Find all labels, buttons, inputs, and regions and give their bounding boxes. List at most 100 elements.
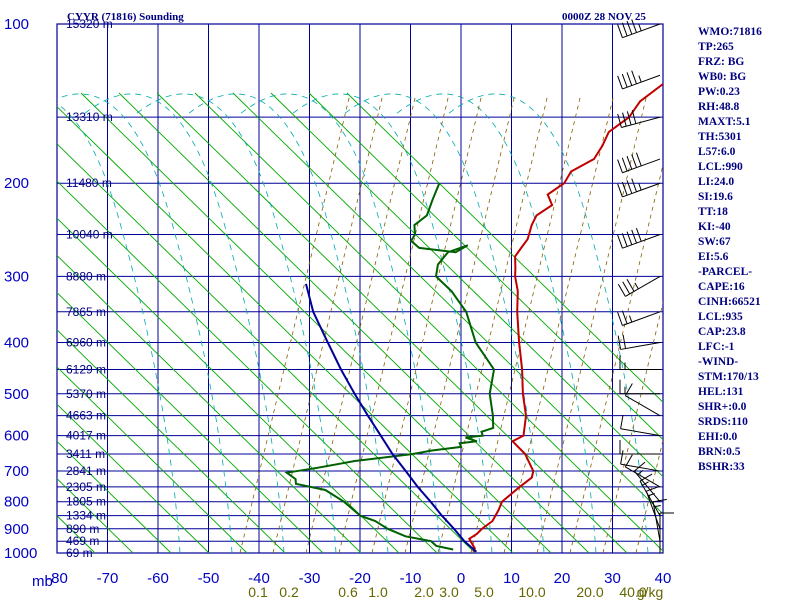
- station-index-line: SI:19.6: [698, 191, 733, 203]
- pressure-tick-label: 400: [4, 334, 29, 351]
- dry-adiabat-line: [57, 552, 58, 553]
- pressure-tick-label: 800: [4, 494, 29, 511]
- wind-barb-icon: [617, 334, 661, 350]
- wind-barb-icon: [617, 275, 661, 297]
- station-index-line: LCL:935: [698, 311, 743, 323]
- mixing-ratio-line: [536, 93, 648, 553]
- wind-barb-half: [638, 183, 642, 191]
- wind-barb-flag: [617, 75, 623, 90]
- pressure-tick-label: 200: [4, 175, 29, 192]
- mixing-ratio-line: [371, 93, 483, 553]
- wind-barb-icon: [652, 498, 667, 542]
- station-index-line: SHR+:0.0: [698, 401, 747, 413]
- wind-barb-flag: [621, 73, 628, 88]
- station-index-line: WB0: BG: [698, 71, 746, 83]
- wind-barb-flag: [639, 473, 653, 482]
- wind-barb-half: [638, 24, 642, 32]
- wind-barb-flag: [626, 72, 633, 86]
- wind-barb-flag: [635, 228, 642, 242]
- wind-barb-icon: [645, 485, 661, 529]
- station-index-line: LCL:990: [698, 161, 743, 173]
- adiabat-layer: [57, 92, 663, 553]
- mixing-ratio-label: 20.0: [576, 584, 603, 600]
- station-index-line: MAXT:5.1: [698, 116, 751, 128]
- wind-barb-flag: [622, 334, 627, 349]
- station-index-line: STM:170/13: [698, 371, 759, 383]
- wind-barb-shaft: [633, 470, 661, 503]
- wind-barb-flag: [621, 310, 628, 324]
- mixing-ratio-label: g/kg: [637, 584, 663, 600]
- dry-adiabat-line: [346, 92, 663, 403]
- wind-barb-flag: [617, 113, 622, 128]
- wind-barb-flag: [626, 111, 632, 126]
- dry-adiabat-line: [57, 366, 248, 553]
- wind-barb-flag: [631, 178, 637, 192]
- profile-layer: [284, 82, 663, 553]
- wind-barb-flag: [621, 22, 628, 37]
- wind-barb-icon: [617, 178, 661, 198]
- mixing-ratio-label: 3.0: [439, 584, 459, 600]
- wind-barb-half: [628, 315, 633, 323]
- wind-barb-flag: [617, 24, 623, 38]
- wind-barb-icon: [619, 355, 660, 371]
- dry-adiabat-line: [57, 403, 210, 553]
- pressure-tick-label: 900: [4, 521, 29, 538]
- wind-barb-shaft: [645, 491, 661, 529]
- wind-barb-shaft: [639, 480, 661, 516]
- dry-adiabat-line: [57, 254, 362, 553]
- wind-barb-flag: [626, 180, 633, 194]
- temperature-tick-label: 40: [655, 570, 672, 587]
- wind-barb-half: [637, 470, 644, 476]
- wind-barb-icon: [617, 310, 661, 326]
- height-label: 2305 m: [66, 480, 106, 494]
- mixing-ratio-line: [239, 93, 351, 553]
- dry-adiabat-line: [232, 92, 663, 515]
- height-label: 1334 m: [66, 509, 106, 523]
- wind-barb-flag: [617, 183, 623, 198]
- grid-layer: [56, 23, 664, 554]
- wind-barb-flag: [626, 231, 633, 245]
- mixing-ratio-line: [503, 93, 615, 553]
- station-index-line: RH:48.8: [698, 101, 739, 113]
- moist-adiabat-line: [135, 93, 337, 553]
- wind-barb-flag: [631, 229, 637, 244]
- temperature-tick-label: -80: [46, 570, 68, 587]
- station-index-line: KI:-40: [698, 221, 731, 233]
- station-index-line: BRN:0.5: [698, 446, 741, 458]
- wind-barb-shaft: [652, 501, 661, 542]
- wind-barb-flag: [620, 450, 624, 465]
- wind-barb-icon: [617, 228, 661, 249]
- moist-adiabat-line: [83, 93, 285, 553]
- pressure-tick-label: 300: [4, 268, 29, 285]
- height-label: 13310 m: [66, 110, 113, 124]
- wind-barb-shaft: [621, 116, 661, 128]
- wind-barb-shaft: [620, 428, 661, 437]
- dry-adiabat-line: [57, 292, 324, 553]
- wind-barb-flag: [646, 485, 660, 492]
- station-index-line: -PARCEL-: [698, 266, 752, 278]
- plot-frame: [56, 23, 664, 554]
- wind-barb-half: [634, 282, 639, 290]
- station-index-line: PW:0.23: [698, 86, 740, 98]
- wind-barb-half: [638, 75, 642, 83]
- height-label: 469 m: [66, 534, 99, 548]
- wind-barb-flag: [631, 109, 637, 124]
- wind-barb-flag: [626, 155, 633, 170]
- wind-barb-shaft: [622, 74, 661, 90]
- station-index-line: CAPE:16: [698, 281, 745, 293]
- dry-adiabat-line: [156, 92, 628, 553]
- wind-barb-flag: [621, 157, 628, 172]
- wind-barb-flag: [626, 279, 635, 292]
- station-index-line: WMO:71816: [698, 26, 762, 38]
- wind-barb-flag: [617, 284, 626, 297]
- height-label: 6960 m: [66, 335, 106, 349]
- height-label: 4017 m: [66, 429, 106, 443]
- temperature-tick-label: -60: [147, 570, 169, 587]
- height-label: 5370 m: [66, 387, 106, 401]
- wind-barb-shaft: [620, 463, 661, 472]
- mixing-ratio-line: [404, 93, 516, 553]
- height-label: 7865 m: [66, 305, 106, 319]
- temperature-tick-label: 30: [604, 570, 621, 587]
- temperature-tick-label: 0: [457, 570, 465, 587]
- dry-adiabat-line: [308, 92, 663, 441]
